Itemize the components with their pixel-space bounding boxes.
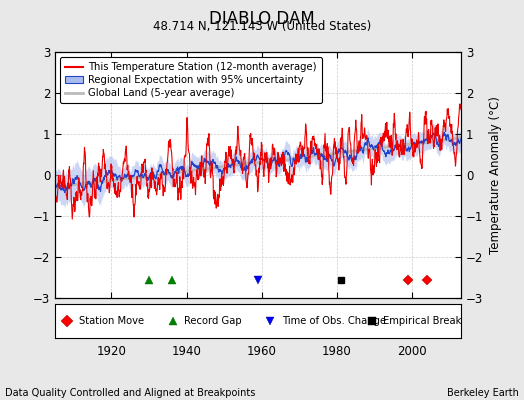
Text: 1920: 1920 xyxy=(96,345,126,358)
Text: 1960: 1960 xyxy=(247,345,277,358)
Text: Record Gap: Record Gap xyxy=(184,316,242,326)
Text: 1940: 1940 xyxy=(172,345,202,358)
Y-axis label: Temperature Anomaly (°C): Temperature Anomaly (°C) xyxy=(489,96,502,254)
Text: Time of Obs. Change: Time of Obs. Change xyxy=(281,316,386,326)
Text: DIABLO DAM: DIABLO DAM xyxy=(209,10,315,28)
Text: 48.714 N, 121.143 W (United States): 48.714 N, 121.143 W (United States) xyxy=(153,20,371,33)
Legend: This Temperature Station (12-month average), Regional Expectation with 95% uncer: This Temperature Station (12-month avera… xyxy=(60,57,322,103)
Text: Empirical Break: Empirical Break xyxy=(383,316,462,326)
Text: Data Quality Controlled and Aligned at Breakpoints: Data Quality Controlled and Aligned at B… xyxy=(5,388,256,398)
Text: 2000: 2000 xyxy=(397,345,427,358)
Text: Berkeley Earth: Berkeley Earth xyxy=(447,388,519,398)
Text: 1980: 1980 xyxy=(322,345,352,358)
Text: Station Move: Station Move xyxy=(79,316,144,326)
